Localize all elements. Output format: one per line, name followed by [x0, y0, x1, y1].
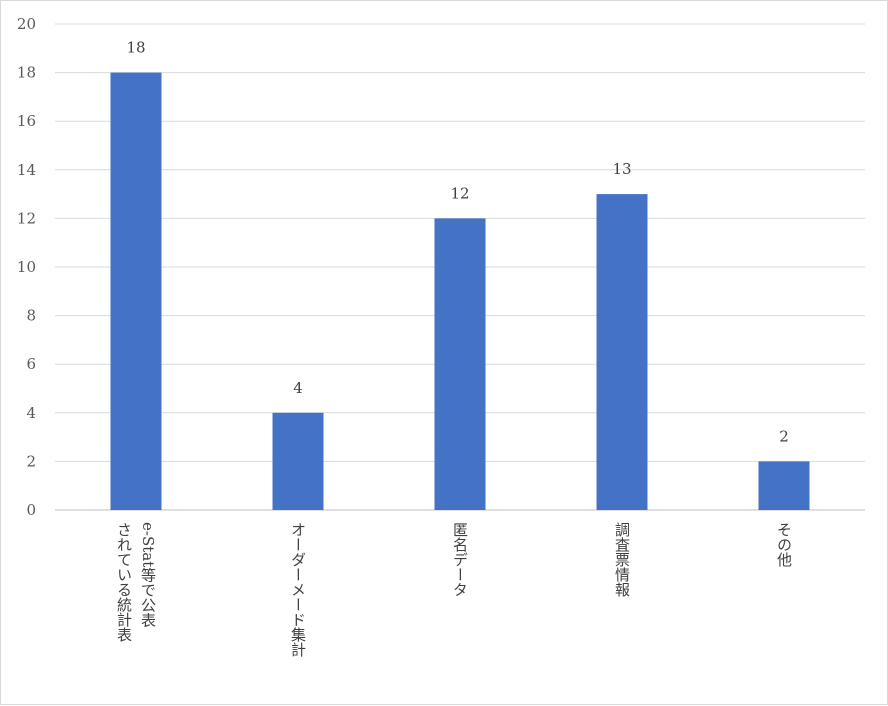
- y-tick-label: 14: [17, 161, 36, 179]
- category-label: その他: [775, 522, 793, 568]
- bar: [434, 218, 486, 510]
- data-label: 4: [293, 379, 303, 397]
- category-label: オーダーメード集計: [289, 522, 307, 657]
- y-tick-label: 0: [26, 501, 36, 519]
- y-tick-label: 12: [17, 209, 36, 227]
- bar: [272, 412, 324, 510]
- data-label: 12: [450, 184, 469, 202]
- category-label: 匿名データ: [451, 522, 469, 597]
- bar: [596, 194, 648, 510]
- data-label: 2: [779, 427, 789, 445]
- y-tick-label: 6: [26, 355, 36, 373]
- y-axis-tick-labels: 0 2 4 6 8 10 12 14 16 18 20: [17, 15, 36, 519]
- y-tick-label: 20: [17, 15, 36, 33]
- category-label: e-Stat等で公表: [139, 522, 157, 627]
- data-labels: 18 4 12 13 2: [126, 39, 788, 446]
- y-tick-label: 18: [17, 64, 36, 82]
- y-tick-label: 10: [17, 258, 36, 276]
- y-tick-label: 4: [26, 404, 36, 422]
- bars: [110, 72, 810, 510]
- category-label: 調査票情報: [613, 522, 631, 597]
- data-label: 18: [126, 39, 145, 57]
- bar: [110, 72, 162, 510]
- bar: [758, 461, 810, 510]
- y-tick-label: 16: [17, 112, 36, 130]
- data-label: 13: [612, 160, 631, 178]
- y-tick-label: 8: [26, 307, 36, 325]
- category-label: されている統計表: [115, 522, 133, 642]
- y-tick-label: 2: [26, 452, 36, 470]
